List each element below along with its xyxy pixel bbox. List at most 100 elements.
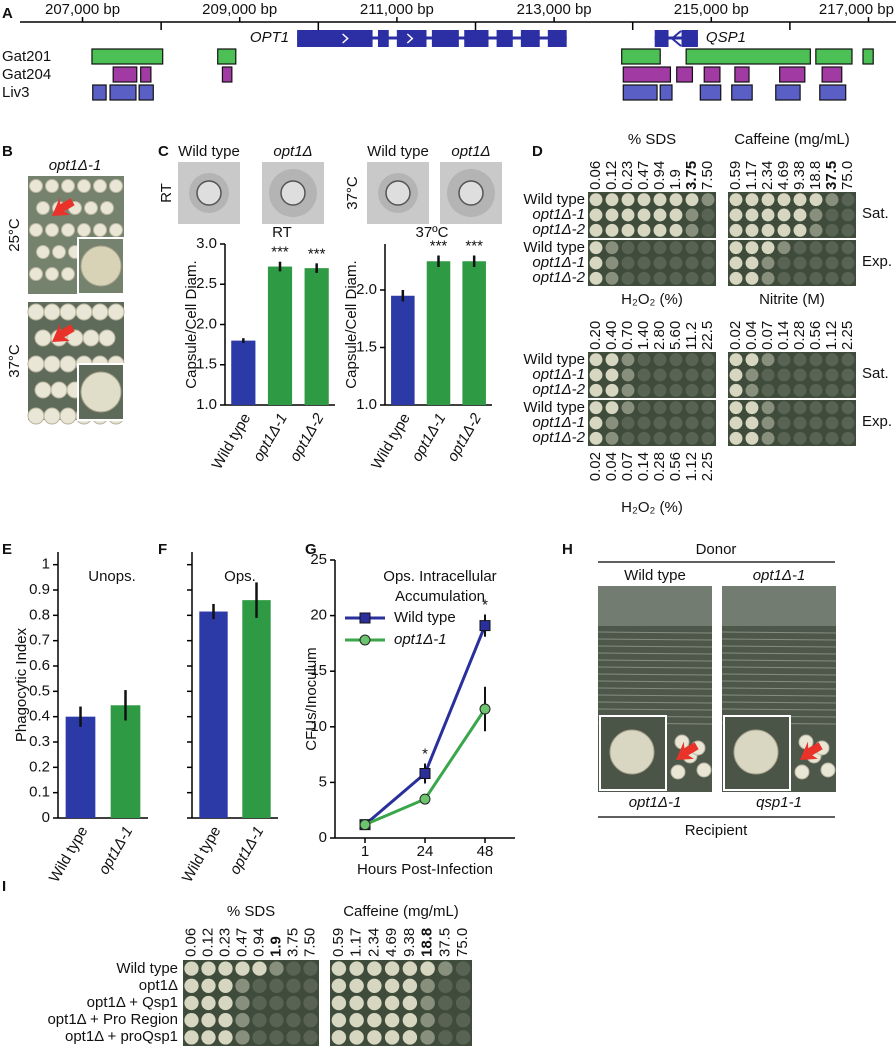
spot xyxy=(793,368,807,382)
bar xyxy=(199,611,228,818)
spot xyxy=(793,271,807,285)
spot xyxy=(420,1012,435,1028)
spot xyxy=(637,431,651,445)
strain-label: Wild type xyxy=(523,351,585,368)
concentration-label: 0.06 xyxy=(587,161,604,190)
spot xyxy=(402,995,418,1011)
concentration-label: 1.17 xyxy=(348,928,365,957)
spot xyxy=(653,368,667,382)
spot xyxy=(825,241,839,255)
spot xyxy=(685,271,699,285)
strain-label: Wild type xyxy=(178,143,240,160)
spot xyxy=(384,995,400,1011)
spot xyxy=(252,1013,267,1028)
y-tick-label: 20 xyxy=(310,607,327,624)
spot xyxy=(184,978,199,993)
bar xyxy=(231,340,256,405)
colony xyxy=(100,201,114,215)
y-tick-label: 2.0 xyxy=(356,281,377,298)
streak xyxy=(597,638,713,641)
spot xyxy=(637,271,651,285)
spot xyxy=(438,978,453,994)
panel-label: C xyxy=(158,143,169,160)
colony xyxy=(93,179,107,193)
strand-chevron xyxy=(342,33,349,44)
chart-title: 37ºC xyxy=(416,224,449,241)
spot xyxy=(589,223,603,237)
spot xyxy=(402,1012,418,1028)
concentration-label: 0.40 xyxy=(603,321,620,350)
chart-title: Ops. Intracellular xyxy=(383,568,496,585)
spot xyxy=(621,223,635,237)
spot xyxy=(701,431,715,445)
x-axis-label: Hours Post-Infection xyxy=(357,861,493,878)
spot xyxy=(761,241,775,255)
colony xyxy=(109,179,123,193)
spot xyxy=(793,383,807,397)
spot xyxy=(825,383,839,397)
spot xyxy=(269,1013,284,1028)
plate-photo xyxy=(588,240,716,286)
binding-region xyxy=(676,66,694,83)
strain-label: opt1Δ-1 xyxy=(532,366,585,383)
spot xyxy=(761,353,775,367)
spot xyxy=(438,995,453,1011)
y-tick-label: 2.0 xyxy=(196,315,217,332)
spot xyxy=(235,995,250,1011)
spot xyxy=(235,961,250,976)
concentration-label: 0.59 xyxy=(330,928,347,957)
panel-title: opt1Δ-1 xyxy=(49,157,102,174)
significance: *** xyxy=(271,244,289,261)
spot xyxy=(701,401,715,415)
spot xyxy=(669,223,683,237)
spot xyxy=(349,995,364,1011)
spot xyxy=(420,978,435,994)
spot xyxy=(367,961,382,976)
spot xyxy=(809,271,823,285)
spot xyxy=(793,401,807,415)
track-label: Liv3 xyxy=(2,84,30,101)
colony xyxy=(45,179,59,193)
concentration-label: 1.12 xyxy=(683,452,700,481)
colony xyxy=(36,245,50,259)
spot xyxy=(269,978,284,993)
bar xyxy=(391,295,415,405)
spot xyxy=(605,241,619,255)
colony xyxy=(61,223,75,237)
concentration-label: 1.9 xyxy=(667,169,684,190)
exon xyxy=(297,30,373,47)
spot xyxy=(745,256,759,270)
strain-label: opt1Δ xyxy=(451,143,490,160)
spot xyxy=(235,978,250,993)
concentration-label: 7.50 xyxy=(301,928,318,957)
spot xyxy=(589,416,603,430)
spot xyxy=(420,1030,435,1045)
spot xyxy=(637,241,651,255)
spot xyxy=(793,223,807,237)
concentration-label: 0.20 xyxy=(587,321,604,350)
spot xyxy=(218,978,233,993)
spot xyxy=(184,961,199,976)
phase-label: Sat. xyxy=(862,205,889,222)
inset-colony xyxy=(80,371,122,413)
strain-label: opt1Δ-2 xyxy=(532,269,585,286)
spot xyxy=(218,961,233,976)
concentration-label: 0.14 xyxy=(635,452,652,481)
spot xyxy=(621,416,635,430)
spot xyxy=(745,193,759,207)
spot xyxy=(589,368,603,382)
exon xyxy=(464,30,489,47)
y-tick-label: 0.5 xyxy=(29,682,50,699)
spot xyxy=(269,961,284,976)
track-label: Gat201 xyxy=(2,48,51,65)
concentration-label: 0.02 xyxy=(727,321,744,350)
cell xyxy=(458,180,484,206)
spot xyxy=(286,995,301,1011)
panel-label: F xyxy=(158,541,167,558)
concentration-label: 11.2 xyxy=(683,322,700,350)
spot xyxy=(685,193,699,207)
spot xyxy=(303,978,318,993)
concentration-label: 0.28 xyxy=(791,321,808,350)
spot xyxy=(605,383,619,397)
spot xyxy=(331,1030,347,1045)
